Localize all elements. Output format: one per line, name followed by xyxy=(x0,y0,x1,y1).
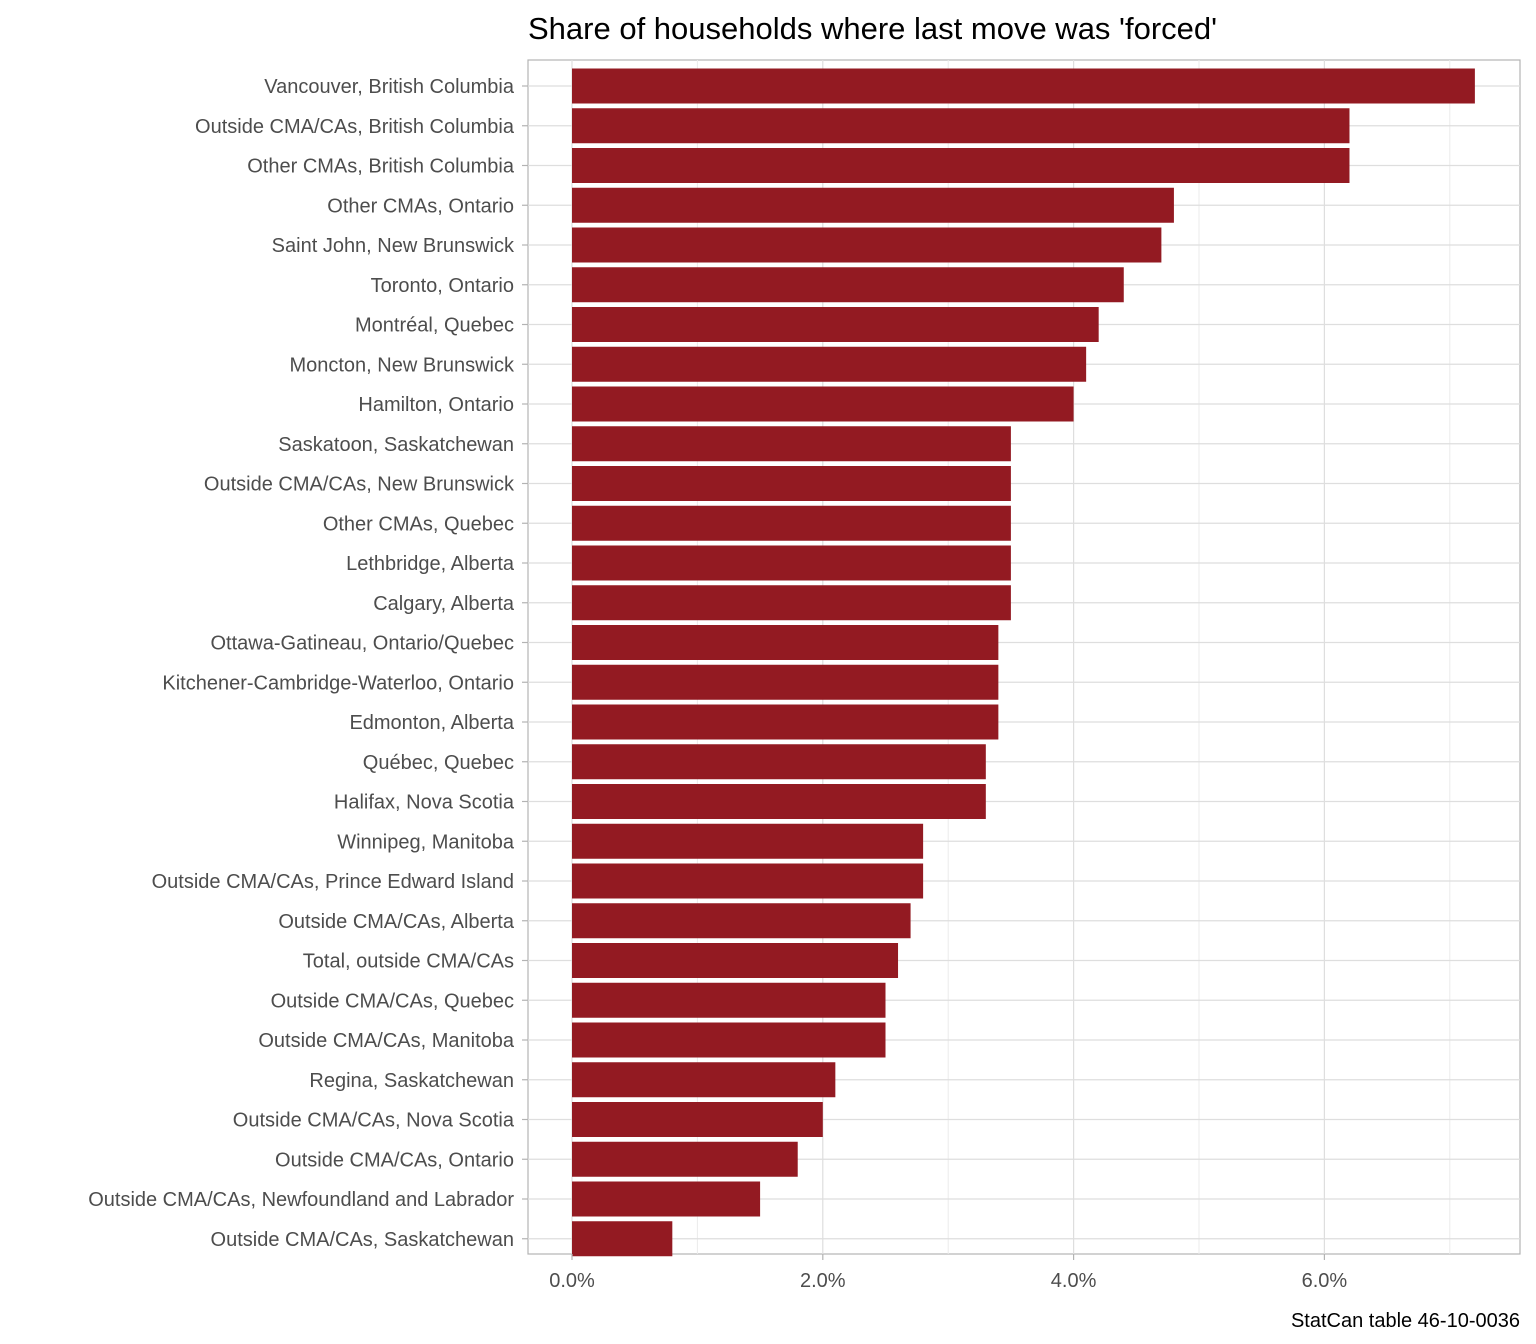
category-label: Outside CMA/CAs, Nova Scotia xyxy=(233,1110,515,1132)
bar xyxy=(572,267,1124,303)
category-label: Regina, Saskatchewan xyxy=(309,1070,514,1092)
category-label: Outside CMA/CAs, British Columbia xyxy=(195,116,515,138)
bar xyxy=(572,426,1011,462)
category-label: Saint John, New Brunswick xyxy=(272,235,515,257)
x-axis-ticks: 0.0% 2.0% 4.0% 6.0% xyxy=(549,1254,1347,1292)
category-label: Outside CMA/CAs, Ontario xyxy=(275,1149,514,1171)
category-label: Outside CMA/CAs, Newfoundland and Labrad… xyxy=(88,1189,514,1211)
bar xyxy=(572,903,911,939)
x-tick-label: 6.0% xyxy=(1302,1270,1348,1292)
category-label: Outside CMA/CAs, Saskatchewan xyxy=(211,1229,514,1251)
category-label: Hamilton, Ontario xyxy=(358,394,514,416)
category-label: Kitchener-Cambridge-Waterloo, Ontario xyxy=(162,672,514,694)
category-label: Outside CMA/CAs, Quebec xyxy=(271,990,514,1012)
category-label: Halifax, Nova Scotia xyxy=(334,792,515,814)
chart-caption: StatCan table 46-10-0036 xyxy=(1291,1310,1520,1332)
bar xyxy=(572,823,924,859)
bar xyxy=(572,386,1074,422)
bar xyxy=(572,108,1350,144)
bar xyxy=(572,1022,886,1058)
bar xyxy=(572,505,1011,541)
category-label: Saskatoon, Saskatchewan xyxy=(278,434,514,456)
bar xyxy=(572,227,1162,263)
category-label: Montréal, Quebec xyxy=(355,315,514,337)
category-label: Moncton, New Brunswick xyxy=(289,354,515,376)
bar xyxy=(572,744,986,780)
bar xyxy=(572,664,999,700)
bar xyxy=(572,1102,823,1137)
bar xyxy=(572,1181,761,1217)
bar xyxy=(572,545,1011,581)
category-label: Outside CMA/CAs, New Brunswick xyxy=(204,474,515,496)
chart-title: Share of households where last move was … xyxy=(528,11,1217,46)
category-label: Calgary, Alberta xyxy=(373,593,515,615)
bar xyxy=(572,1062,836,1098)
bar xyxy=(572,466,1011,501)
x-tick-label: 0.0% xyxy=(549,1270,595,1292)
bar xyxy=(572,1141,798,1177)
category-label: Vancouver, British Columbia xyxy=(264,76,515,98)
category-label: Toronto, Ontario xyxy=(371,275,514,297)
bar xyxy=(572,1221,673,1257)
category-label: Other CMAs, British Columbia xyxy=(247,156,515,178)
bar xyxy=(572,148,1350,183)
bar xyxy=(572,784,986,819)
category-label: Outside CMA/CAs, Alberta xyxy=(278,911,515,933)
x-tick-label: 2.0% xyxy=(800,1270,846,1292)
category-label: Edmonton, Alberta xyxy=(349,712,514,734)
category-label: Québec, Quebec xyxy=(363,752,514,774)
bars xyxy=(572,68,1475,1257)
bar xyxy=(572,346,1087,382)
bar xyxy=(572,704,999,740)
category-labels: Vancouver, British Columbia Outside CMA/C… xyxy=(88,76,528,1251)
category-label: Total, outside CMA/CAs xyxy=(303,951,514,973)
category-label: Other CMAs, Ontario xyxy=(327,195,514,217)
category-label: Ottawa-Gatineau, Ontario/Quebec xyxy=(211,633,515,655)
bar xyxy=(572,585,1011,621)
bar xyxy=(572,863,924,899)
bar xyxy=(572,187,1174,223)
x-tick-label: 4.0% xyxy=(1051,1270,1097,1292)
category-label: Winnipeg, Manitoba xyxy=(337,831,515,853)
bar xyxy=(572,625,999,660)
category-label: Other CMAs, Quebec xyxy=(323,513,514,535)
category-label: Outside CMA/CAs, Prince Edward Island xyxy=(152,871,514,893)
category-label: Lethbridge, Alberta xyxy=(346,553,515,575)
bar xyxy=(572,68,1475,104)
category-label: Outside CMA/CAs, Manitoba xyxy=(258,1030,515,1052)
bar xyxy=(572,982,886,1018)
bar xyxy=(572,307,1099,342)
bar xyxy=(572,943,899,978)
